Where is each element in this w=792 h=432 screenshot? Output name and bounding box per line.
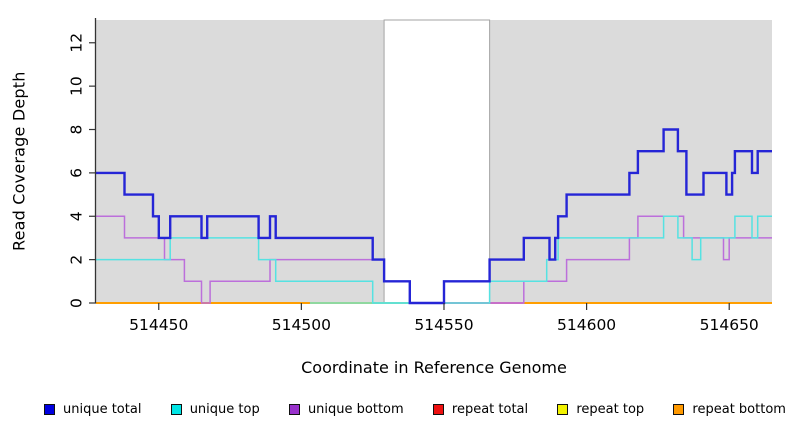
y-tick-label: 10 [68,76,86,96]
x-tick-label: 514600 [557,316,616,334]
legend-item-unique-total: unique total [44,402,141,417]
y-axis-label: Read Coverage Depth [9,71,29,252]
legend-swatch-icon [170,403,182,415]
legend-item-unique-top: unique top [170,401,260,417]
legend-swatch-icon [432,403,444,415]
y-tick-label: 12 [68,33,86,53]
legend-label: unique top [189,401,260,417]
legend: unique total unique top unique bottom repea… [44,399,786,419]
x-tick-label: 514550 [414,316,473,334]
x-tick-label: 514500 [272,316,331,334]
x-tick-label: 514650 [700,316,759,334]
legend-item-repeat-total: repeat total [432,401,529,417]
masked-region [383,19,491,304]
legend-item-repeat-top: repeat top [557,402,644,417]
legend-swatch-icon [557,403,569,415]
legend-label: repeat top [576,401,645,417]
y-tick-label: 6 [68,168,86,178]
y-tick-label: 8 [68,125,86,135]
legend-swatch-icon [288,403,300,415]
legend-item-repeat-bottom: repeat bottom [673,402,786,417]
y-tick-label: 2 [68,255,86,265]
legend-swatch-icon [673,403,685,415]
legend-label: unique bottom [307,401,404,417]
legend-label: unique total [63,401,142,417]
legend-label: repeat total [451,401,529,417]
legend-label: repeat bottom [692,401,786,417]
y-tick-label: 0 [68,298,86,308]
x-tick-label: 514450 [129,316,188,334]
x-axis-label: Coordinate in Reference Genome [301,358,567,377]
series-unique-total [96,128,772,305]
legend-swatch-icon [44,403,55,415]
y-tick-label: 4 [68,211,86,221]
series-unique-top [96,215,772,304]
legend-item-unique-bottom: unique bottom [288,401,404,417]
